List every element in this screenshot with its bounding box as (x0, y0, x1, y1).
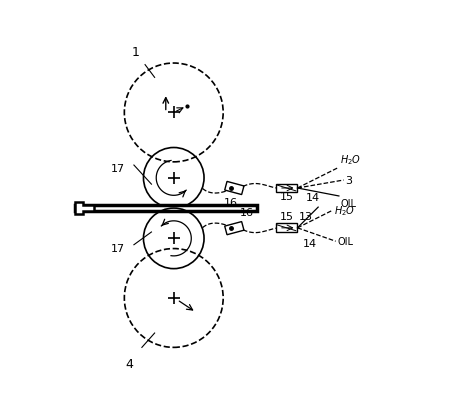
Text: 15: 15 (280, 192, 294, 202)
Text: $H_2O$: $H_2O$ (341, 152, 362, 166)
Text: OIL: OIL (337, 237, 353, 247)
Polygon shape (75, 205, 257, 212)
Text: 14: 14 (303, 239, 317, 249)
Text: 17: 17 (111, 164, 125, 174)
Text: 4: 4 (125, 357, 133, 370)
Text: 1: 1 (132, 46, 139, 59)
Bar (276, 224, 298, 233)
Text: 16: 16 (240, 207, 254, 217)
Text: 15: 15 (280, 211, 294, 221)
Polygon shape (75, 202, 94, 215)
Text: 13: 13 (299, 211, 313, 221)
Text: 16: 16 (224, 197, 238, 207)
Bar (225, 182, 244, 195)
Bar (225, 222, 244, 235)
Text: $H_2O$: $H_2O$ (334, 204, 355, 218)
Text: OIL: OIL (341, 198, 356, 208)
Text: 3: 3 (345, 176, 352, 185)
Bar (276, 184, 298, 193)
Text: 14: 14 (306, 192, 321, 203)
Text: 17: 17 (111, 243, 125, 253)
